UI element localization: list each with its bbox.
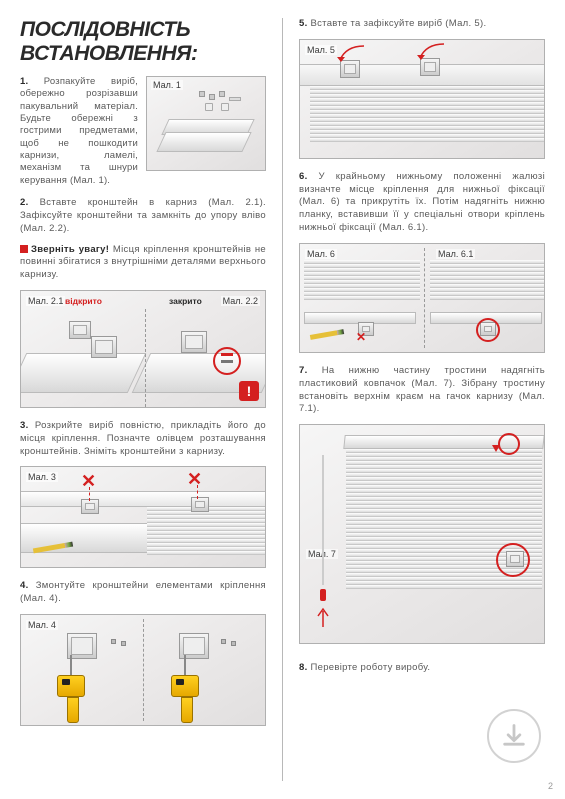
step-8-text: 8. Перевірте роботу виробу.: [299, 662, 545, 675]
page-title: ПОСЛІДОВНІСТЬ ВСТАНОВЛЕННЯ:: [20, 18, 266, 66]
figure-4-label: Мал. 4: [26, 620, 58, 630]
figure-1: Мал. 1: [146, 76, 266, 171]
figure-22-state: закрито: [169, 296, 202, 306]
step-2-warning: Зверніть увагу! Місця кріплення кронштей…: [20, 244, 266, 282]
step-1-row: 1. Розпакуйте виріб, обережно розрізавши…: [20, 76, 266, 187]
figure-7: Мал. 7 Мал. 7.1: [299, 424, 545, 644]
figure-21-state: відкрито: [65, 296, 102, 306]
figure-4: Мал. 4: [20, 614, 266, 726]
step-4-text: 4. Змонтуйте кронштейни елементами кріпл…: [20, 580, 266, 606]
figure-22-label: Мал. 2.2: [221, 296, 260, 306]
page-columns: ПОСЛІДОВНІСТЬ ВСТАНОВЛЕННЯ: 1. Розпакуйт…: [20, 18, 545, 781]
page-number: 2: [548, 781, 553, 791]
download-watermark-icon: [487, 709, 541, 763]
warning-icon: [20, 245, 28, 253]
figure-5: Мал. 5: [299, 39, 545, 159]
alert-icon: !: [239, 381, 259, 401]
arrow-up-icon: [316, 605, 330, 627]
arrow-icon: [334, 44, 368, 66]
drill-icon: [57, 675, 85, 723]
arrow-icon: [414, 42, 448, 64]
right-column: 5. Вставте та зафіксуйте виріб (Мал. 5).…: [299, 18, 545, 781]
figure-21-label: Мал. 2.1: [26, 296, 65, 306]
drill-icon: [171, 675, 199, 723]
figure-61-label: Мал. 6.1: [436, 249, 475, 259]
figure-1-label: Мал. 1: [151, 80, 183, 90]
column-divider: [282, 18, 283, 781]
x-mark-icon: ✕: [356, 330, 366, 344]
left-column: ПОСЛІДОВНІСТЬ ВСТАНОВЛЕННЯ: 1. Розпакуйт…: [20, 18, 266, 781]
step-6-text: 6. У крайньому нижньому положенні жалюзі…: [299, 171, 545, 235]
step-1-text: 1. Розпакуйте виріб, обережно розрізавши…: [20, 76, 138, 187]
figure-5-label: Мал. 5: [305, 45, 337, 55]
figure-6: Мал. 6 Мал. 6.1 ✕: [299, 243, 545, 353]
figure-3-label: Мал. 3: [26, 472, 58, 482]
x-mark-icon: ✕: [187, 469, 202, 490]
figure-6-label: Мал. 6: [305, 249, 337, 259]
step-2-text: 2. Вставте кронштейн в карниз (Мал. 2.1)…: [20, 197, 266, 235]
step-5-text: 5. Вставте та зафіксуйте виріб (Мал. 5).: [299, 18, 545, 31]
figure-2: Мал. 2.1 відкрито закрито Мал. 2.2 !: [20, 290, 266, 408]
figure-3: Мал. 3 ✕ ✕: [20, 466, 266, 568]
step-3-text: 3. Розкрийте виріб повністю, прикладіть …: [20, 420, 266, 458]
step-7-text: 7. На нижню частину тростини надягніть п…: [299, 365, 545, 416]
